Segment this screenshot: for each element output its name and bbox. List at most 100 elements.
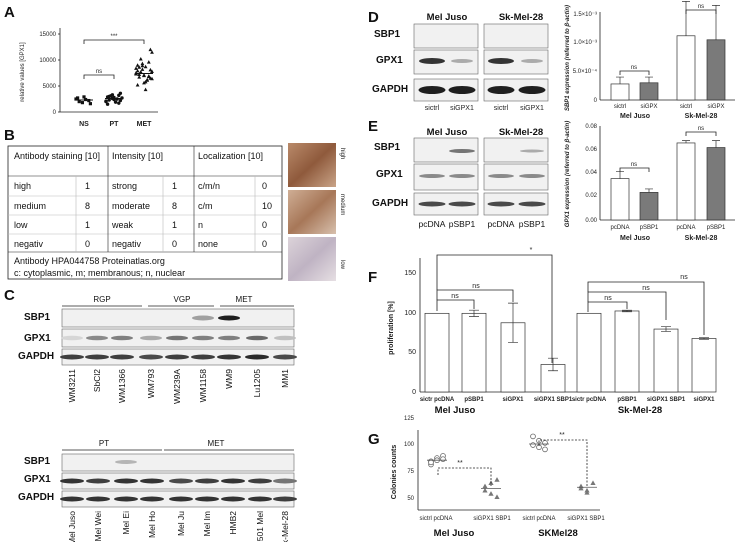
d-lane-1: sictrl xyxy=(425,105,440,112)
blot-band xyxy=(221,496,245,502)
b-cell: 0 xyxy=(172,239,177,249)
a-point xyxy=(137,65,142,69)
blot-band xyxy=(140,478,164,484)
c-bottom-lane-label: Mel Juso xyxy=(67,511,77,542)
f-ytick-3: 150 xyxy=(404,270,416,277)
a-point xyxy=(142,80,146,85)
b-cell: none xyxy=(198,239,218,249)
a-point xyxy=(138,56,143,61)
blot-band xyxy=(140,496,164,502)
blot-band xyxy=(448,86,476,94)
a-point xyxy=(104,99,108,103)
d-errorbar xyxy=(616,76,624,84)
b-cell: 1 xyxy=(85,181,90,191)
a-point xyxy=(146,60,151,64)
b-cell: weak xyxy=(111,220,134,230)
b-cell: 0 xyxy=(262,220,267,230)
a-point xyxy=(140,61,145,66)
blot-frame xyxy=(483,192,549,216)
c-bottom-row-sbp1: SBP1 xyxy=(24,456,51,467)
g-cell-meljuso: Mel Juso xyxy=(434,528,475,539)
panel-label-a: A xyxy=(4,4,15,21)
panel-g: 50 75 100 125 Colonies counts sictrl pcD… xyxy=(391,416,605,539)
a-point xyxy=(77,100,81,104)
g-point xyxy=(482,487,488,493)
blot-frame xyxy=(61,308,295,328)
c-bottom-lane-label: Mel Wei xyxy=(93,511,103,542)
e-lane-1: pcDNA xyxy=(419,219,446,229)
blot-band xyxy=(191,354,215,360)
blot-band xyxy=(419,174,445,178)
c-bottom-lane-label: Mel Ju xyxy=(176,511,186,536)
blot-band xyxy=(418,201,446,207)
ihc-label-medium: medium xyxy=(339,194,345,215)
b-cell: high xyxy=(14,181,31,191)
b-footer-antibody: Antibody HPA044758 Proteinatlas.org xyxy=(14,256,165,266)
c-top-row-gpx1: GPX1 xyxy=(24,333,51,344)
a-point xyxy=(150,76,154,81)
blot-band xyxy=(487,86,515,94)
c-bottom-row-gpx1: GPX1 xyxy=(24,474,51,485)
b-cell: c/m xyxy=(198,201,213,211)
blot-band xyxy=(518,86,546,94)
blot-band xyxy=(246,335,268,341)
blot-band xyxy=(221,478,245,484)
c-group-met-top: MET xyxy=(236,295,253,304)
a-point xyxy=(142,73,146,78)
b-cell: 0 xyxy=(262,181,267,191)
e-bar xyxy=(706,147,726,221)
e-row-gapdh: GAPDH xyxy=(372,198,408,209)
ihc-image-medium xyxy=(288,190,336,234)
b-header-localization: Localization [10] xyxy=(198,151,263,161)
e-bar xyxy=(610,178,630,221)
ihc-label-high: high xyxy=(339,148,345,159)
a-point xyxy=(105,102,110,106)
blot-band xyxy=(448,201,476,207)
f-sig-3: * xyxy=(530,247,533,254)
blot-band xyxy=(195,478,219,484)
a-point xyxy=(107,98,111,102)
c-top-lane-label: WM239A xyxy=(172,369,182,404)
blot-band xyxy=(273,478,297,484)
f-errorbar xyxy=(469,309,479,317)
a-point xyxy=(87,98,91,103)
d-bar xyxy=(706,39,726,101)
g-ytick-3: 125 xyxy=(404,416,415,422)
g-point xyxy=(494,477,500,482)
a-point xyxy=(84,97,88,102)
blot-band xyxy=(61,335,83,341)
blot-band xyxy=(418,86,446,94)
g-ylabel: Colonies counts xyxy=(391,445,398,500)
c-top-lane-label: Lu1205 xyxy=(252,369,262,398)
a-point xyxy=(135,82,140,87)
blot-band xyxy=(449,149,475,153)
blot-frame xyxy=(483,23,549,49)
c-top-lane-label: WM1366 xyxy=(117,369,127,403)
panel-label-b: B xyxy=(4,127,15,144)
blot-band xyxy=(419,58,445,64)
c-top-lane-label: WM3211 xyxy=(67,369,77,403)
b-cell: 8 xyxy=(172,201,177,211)
panel-b-table: Antibody staining [10] Intensity [10] Lo… xyxy=(7,143,345,281)
f-group-skmel28: Sk-Mel-28 xyxy=(618,405,662,416)
g-point xyxy=(578,485,584,491)
g-point xyxy=(482,483,488,489)
a-point xyxy=(137,75,142,79)
panel-e: Mel Juso Sk-Mel-28 SBP1 GPX1 GAPDH pcDNA… xyxy=(372,121,735,242)
c-group-rgp: RGP xyxy=(93,295,110,304)
f-sig-6: ns xyxy=(680,274,688,281)
c-group-met-bottom: MET xyxy=(208,439,225,448)
blot-band xyxy=(111,335,133,341)
g-point xyxy=(590,480,596,485)
b-cell: negativ xyxy=(14,239,44,249)
c-top-lane-label: WM793 xyxy=(146,369,156,399)
d-bar-label-2: siGPX xyxy=(640,104,657,110)
a-point xyxy=(137,72,142,77)
d-cell-meljuso: Mel Juso xyxy=(427,12,468,23)
d-bar xyxy=(639,82,659,101)
blot-band xyxy=(86,496,110,502)
f-ytick-2: 100 xyxy=(404,310,416,317)
a-group-met: MET xyxy=(137,121,153,128)
f-sig-4: ns xyxy=(604,295,612,302)
f-bar-label: sictr pcDNA xyxy=(572,397,607,403)
